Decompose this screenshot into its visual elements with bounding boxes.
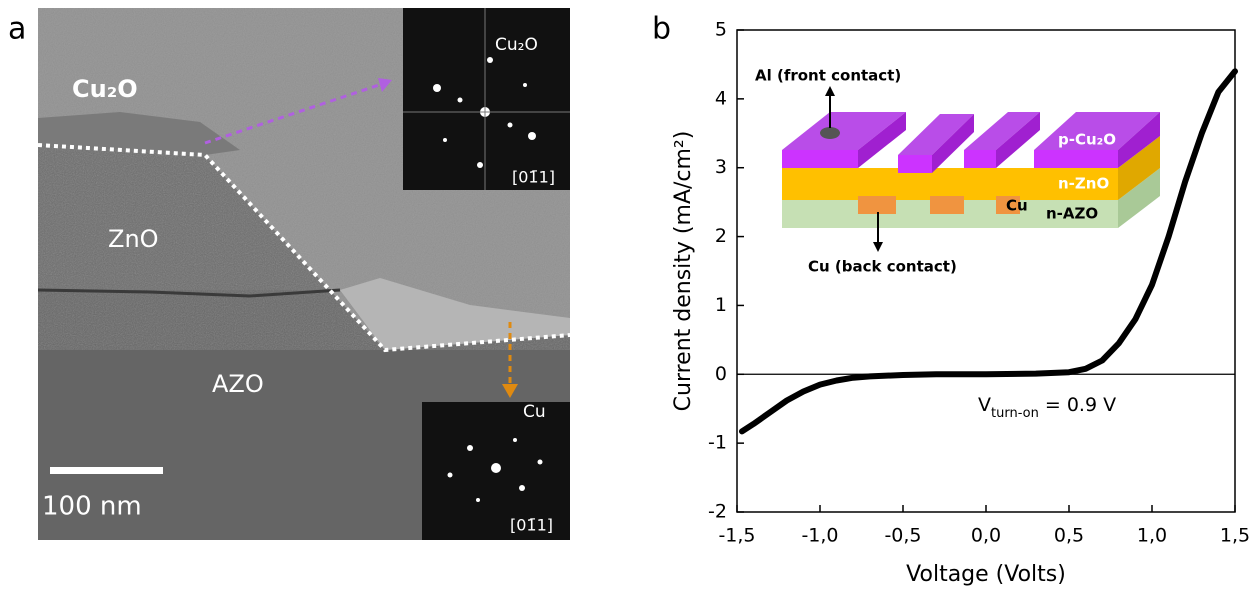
pointer-head — [825, 86, 835, 96]
panel-label: b — [652, 12, 671, 47]
figure: a Cu₂O ZnO AZO 100 nm Cu₂O [01̄1] Cu [01… — [0, 0, 1255, 592]
annotation-sub: turn-on — [991, 406, 1039, 421]
inset-label: Cu (back contact) — [808, 258, 957, 276]
fft-inset — [403, 8, 570, 190]
panel-label: a — [8, 12, 26, 47]
inset-label: n-AZO — [1046, 205, 1098, 223]
pointer-head — [873, 242, 883, 252]
inset-label: Cu — [523, 402, 546, 422]
y-tick-label: 1 — [715, 294, 727, 316]
cu-contact — [930, 196, 964, 214]
y-tick-label: -1 — [708, 432, 727, 454]
zone-axis: [01̄1] — [512, 168, 555, 187]
x-tick-label: -0,5 — [884, 525, 921, 547]
scale-bar — [50, 467, 163, 474]
annotation: Vturn-on = 0.9 V — [978, 394, 1116, 421]
x-axis-label: Voltage (Volts) — [906, 562, 1066, 587]
inset-label: p-Cu₂O — [1058, 131, 1116, 149]
scale-label: 100 nm — [42, 492, 142, 522]
annotation-rest: = 0.9 V — [1039, 394, 1116, 416]
y-tick-label: 5 — [715, 19, 727, 41]
y-tick-label: 3 — [715, 156, 727, 178]
al-contact — [820, 127, 840, 139]
inset-label: Cu — [1006, 197, 1028, 215]
y-tick-label: -2 — [708, 501, 727, 523]
y-axis-label: Current density (mA/cm²) — [671, 131, 696, 412]
phase-label: AZO — [212, 370, 264, 398]
x-tick-label: 1,0 — [1137, 525, 1167, 547]
x-tick-label: 0,0 — [971, 525, 1001, 547]
x-tick-label: 1,5 — [1220, 525, 1250, 547]
device-schematic: Al (front contact) Cu (back contact) p-C… — [755, 67, 1160, 276]
phase-label: ZnO — [108, 225, 159, 253]
inset-label: n-ZnO — [1058, 175, 1109, 193]
cu-contact — [858, 196, 896, 214]
x-tick-label: -1,5 — [718, 525, 755, 547]
x-tick-label: 0,5 — [1054, 525, 1084, 547]
y-tick-label: 4 — [715, 87, 727, 109]
phase-label: Cu₂O — [72, 75, 138, 103]
zone-axis: [01̄1] — [510, 516, 553, 535]
annotation-main: V — [978, 394, 991, 416]
y-tick-label: 0 — [715, 363, 727, 385]
inset-label: Cu₂O — [495, 35, 538, 55]
inset-label: Al (front contact) — [755, 67, 901, 85]
x-tick-label: -1,0 — [801, 525, 838, 547]
y-tick-label: 2 — [715, 225, 727, 247]
